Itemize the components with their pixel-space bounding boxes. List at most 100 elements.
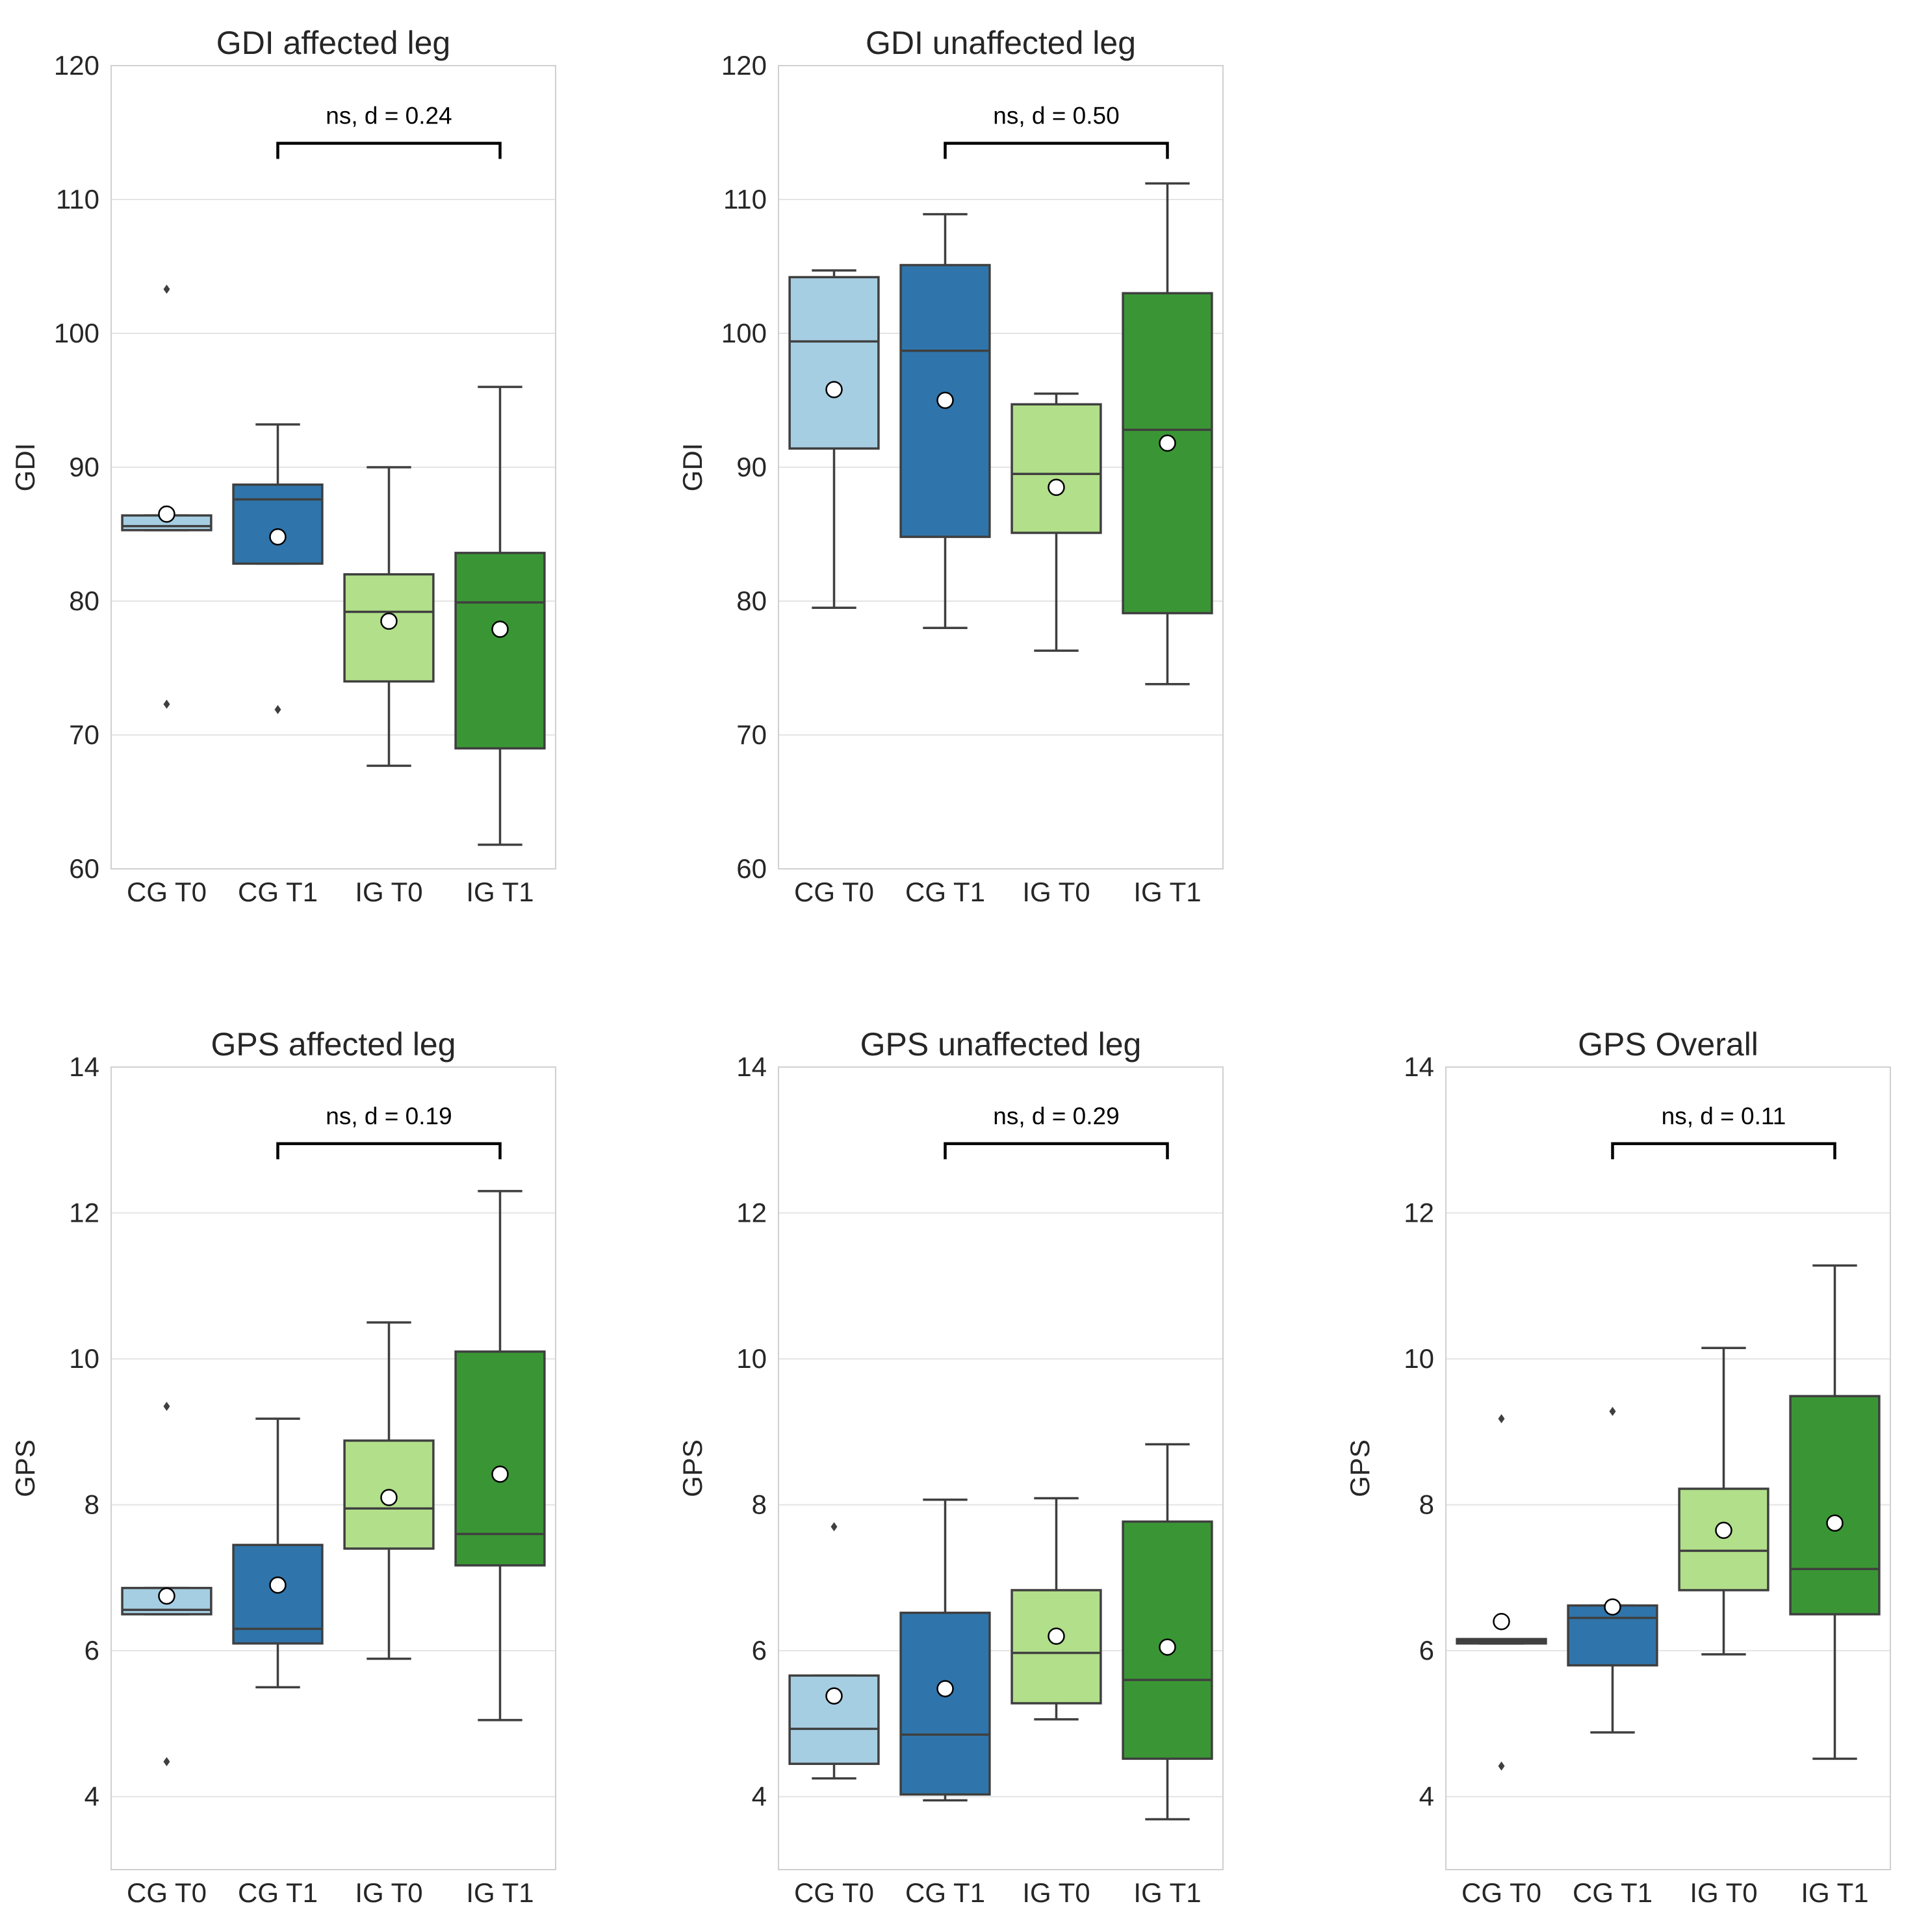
chart-title: GDI unaffected leg — [866, 25, 1136, 61]
x-tick-label-ig-t0: IG T0 — [1022, 877, 1090, 907]
subplot-gdi-unaffected-leg: 60 70 80 90 100 110 120 GDI GDI unaffected leg CG… — [677, 25, 1224, 907]
y-axis-label: GPS — [677, 1439, 708, 1497]
box-ig-t0 — [1678, 1346, 1769, 1656]
y-tick-label-80: 80 — [736, 586, 767, 616]
y-axis-label: GDI — [677, 443, 708, 492]
x-tick-label-ig-t0: IG T0 — [355, 1877, 422, 1908]
chart-title: GPS unaffected leg — [860, 1026, 1142, 1063]
box-ig-t1 — [454, 385, 546, 846]
outlier-cg-t0-0 — [1498, 1414, 1505, 1424]
y-tick-label-10: 10 — [1404, 1343, 1434, 1374]
box-cg-t1 — [899, 213, 991, 629]
outlier-cg-t0-1 — [163, 1757, 170, 1766]
x-tick-label-cg-t1: CG T1 — [238, 877, 318, 907]
significance-label: ns, d = 0.19 — [326, 1103, 452, 1129]
y-tick-label-90: 90 — [736, 452, 767, 482]
chart-title: GPS Overall — [1578, 1026, 1758, 1063]
box-body-ig-t0 — [1010, 1589, 1102, 1705]
box-body-cg-t1 — [232, 1543, 324, 1645]
box-cg-t1 — [899, 1499, 991, 1802]
mean-marker-cg-t0 — [158, 505, 175, 523]
plot-frame — [110, 65, 556, 869]
significance-bracket — [1611, 1142, 1836, 1159]
mean-marker-ig-t0 — [380, 612, 398, 630]
x-tick-label-cg-t0: CG T0 — [1461, 1877, 1541, 1908]
box-cg-t0 — [788, 1522, 880, 1780]
significance-label: ns, d = 0.29 — [993, 1103, 1119, 1129]
y-axis-label: GPS — [10, 1439, 40, 1497]
y-tick-label-12: 12 — [736, 1198, 767, 1228]
y-tick-label-6: 6 — [84, 1635, 99, 1666]
box-body-ig-t0 — [1678, 1488, 1769, 1591]
box-ig-t0 — [1010, 1497, 1102, 1721]
significance-label: ns, d = 0.50 — [993, 102, 1119, 129]
y-tick-label-120: 120 — [721, 50, 767, 81]
y-tick-label-80: 80 — [69, 586, 99, 616]
x-tick-label-cg-t1: CG T1 — [905, 877, 985, 907]
box-ig-t0 — [343, 1321, 435, 1660]
y-tick-label-10: 10 — [736, 1343, 767, 1374]
x-tick-label-cg-t1: CG T1 — [238, 1877, 318, 1908]
box-ig-t1 — [1122, 1443, 1213, 1821]
mean-marker-ig-t0 — [1715, 1521, 1732, 1539]
mean-marker-ig-t0 — [1048, 1627, 1065, 1645]
box-ig-t1 — [1122, 182, 1213, 686]
box-cg-t1 — [1567, 1406, 1658, 1734]
y-tick-label-4: 4 — [752, 1781, 767, 1812]
y-tick-label-8: 8 — [84, 1489, 99, 1520]
y-tick-label-90: 90 — [69, 452, 99, 482]
y-tick-label-12: 12 — [1404, 1198, 1434, 1228]
y-axis-label: GDI — [10, 443, 40, 492]
x-tick-label-ig-t1: IG T1 — [466, 1877, 534, 1908]
outlier-cg-t0-1 — [1498, 1761, 1505, 1771]
box-body-ig-t1 — [454, 1350, 546, 1567]
outlier-cg-t1-0 — [1609, 1406, 1616, 1416]
plot-frame — [110, 1066, 556, 1870]
y-tick-label-8: 8 — [1419, 1489, 1434, 1520]
mean-marker-ig-t1 — [1159, 434, 1176, 452]
mean-marker-ig-t1 — [1159, 1638, 1176, 1656]
y-tick-label-6: 6 — [1419, 1635, 1434, 1666]
mean-marker-ig-t1 — [491, 621, 509, 638]
box-cg-t0 — [121, 1402, 212, 1766]
mean-marker-cg-t1 — [269, 1576, 287, 1594]
box-body-ig-t1 — [1122, 292, 1213, 615]
box-ig-t1 — [1789, 1264, 1881, 1760]
box-cg-t0 — [788, 269, 880, 610]
mean-marker-ig-t0 — [1048, 478, 1065, 496]
y-tick-label-100: 100 — [54, 318, 99, 348]
mean-marker-cg-t1 — [1604, 1598, 1621, 1616]
mean-marker-cg-t0 — [158, 1587, 175, 1605]
x-tick-label-ig-t1: IG T1 — [1133, 1877, 1201, 1908]
box-cg-t0 — [1456, 1414, 1547, 1771]
y-tick-label-110: 110 — [723, 184, 767, 214]
outlier-cg-t0-0 — [163, 285, 170, 294]
x-tick-label-cg-t1: CG T1 — [1573, 1877, 1653, 1908]
y-tick-label-14: 14 — [69, 1051, 99, 1082]
plot-frame — [1445, 1066, 1891, 1870]
significance-bracket — [944, 142, 1169, 159]
y-tick-label-60: 60 — [69, 853, 99, 884]
box-body-ig-t1 — [454, 552, 546, 750]
significance-bracket — [276, 1142, 502, 1159]
subplot-gdi-affected-leg: 60 70 80 90 100 110 120 GDI GDI affected leg CG T… — [10, 25, 556, 907]
subplot-gps-affected-leg: 4 6 8 10 12 14 GPS GPS affected leg CG T0 CG T1 IG… — [10, 1026, 556, 1908]
significance-bracket — [276, 142, 502, 159]
y-tick-label-14: 14 — [1404, 1051, 1434, 1082]
x-tick-label-ig-t0: IG T0 — [1022, 1877, 1090, 1908]
x-tick-label-ig-t1: IG T1 — [466, 877, 534, 907]
x-tick-label-ig-t1: IG T1 — [1133, 877, 1201, 907]
box-cg-t1 — [232, 423, 324, 714]
x-tick-label-cg-t0: CG T0 — [794, 1877, 874, 1908]
outlier-cg-t1-0 — [274, 704, 281, 714]
x-tick-label-ig-t0: IG T0 — [1690, 1877, 1757, 1908]
y-tick-label-110: 110 — [56, 184, 99, 214]
outlier-cg-t0-0 — [163, 1402, 170, 1411]
box-cg-t1 — [232, 1417, 324, 1689]
significance-label: ns, d = 0.24 — [326, 102, 452, 129]
mean-marker-cg-t1 — [936, 1680, 954, 1697]
box-ig-t0 — [1010, 392, 1102, 652]
x-tick-label-cg-t0: CG T0 — [794, 877, 874, 907]
box-body-ig-t0 — [1010, 403, 1102, 534]
